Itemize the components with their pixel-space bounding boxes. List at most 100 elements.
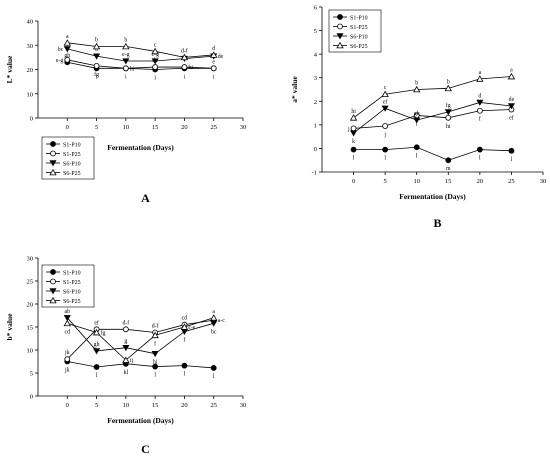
legend-label: S6-P25 xyxy=(350,44,368,50)
significance-label: b xyxy=(95,37,98,43)
series-s1-p10: l l l m l l xyxy=(350,144,515,172)
series-s6-p10: ab gh g hi f bc xyxy=(63,309,218,366)
significance-label: b xyxy=(447,79,450,85)
data-point xyxy=(122,356,130,363)
data-point xyxy=(476,99,484,106)
legend-marker xyxy=(337,23,343,30)
significance-label: cd xyxy=(65,329,71,335)
data-point xyxy=(93,53,101,60)
data-point xyxy=(508,147,515,154)
significance-label: hi xyxy=(130,66,135,72)
significance-label: l xyxy=(353,156,355,162)
y-tick-label: 20 xyxy=(27,67,34,74)
x-tick-label: 15 xyxy=(152,402,159,409)
series-s6-p25: a b b c d-f d xyxy=(63,34,218,61)
data-point xyxy=(350,146,357,153)
significance-label: g xyxy=(124,339,127,345)
significance-label: d xyxy=(478,93,481,99)
significance-label: gh xyxy=(64,53,70,59)
significance-label: i xyxy=(125,74,127,80)
y-tick-label: 5 xyxy=(30,371,33,378)
data-point xyxy=(210,320,218,327)
legend-marker xyxy=(337,14,343,20)
legend: S1-P10 S1-P25 S6-P10 S6-P25 xyxy=(328,9,382,53)
panel-label: B xyxy=(433,216,441,230)
data-point xyxy=(350,130,358,137)
panel-label: C xyxy=(141,442,150,456)
data-point xyxy=(152,64,159,70)
data-point xyxy=(507,103,515,110)
data-point xyxy=(476,146,483,153)
data-point xyxy=(180,323,189,330)
data-point xyxy=(122,65,129,72)
data-point xyxy=(413,144,420,151)
significance-label: hi xyxy=(446,124,451,130)
data-point xyxy=(350,125,357,132)
data-point xyxy=(152,363,159,370)
data-point xyxy=(122,58,130,65)
legend-marker xyxy=(50,278,56,285)
x-tick-label: 15 xyxy=(445,178,452,185)
legend-marker xyxy=(49,288,57,295)
data-point xyxy=(349,114,358,121)
x-axis-title: Fermentation (Days) xyxy=(107,143,174,152)
data-point xyxy=(92,42,101,50)
series-line xyxy=(67,59,214,69)
significance-label: i xyxy=(213,74,215,80)
data-point xyxy=(210,51,218,58)
legend-label: S6-P25 xyxy=(63,171,81,177)
x-tick-label: 0 xyxy=(352,178,355,185)
legend-label: S1-P10 xyxy=(350,16,368,22)
series-s1-p25: j j i hi f ef xyxy=(347,106,515,138)
significance-label: f xyxy=(183,337,185,344)
significance-label: b xyxy=(415,81,418,87)
significance-label: d-f xyxy=(181,47,188,54)
legend-marker xyxy=(49,296,57,304)
data-point xyxy=(93,62,100,69)
significance-label: i xyxy=(416,121,418,127)
data-point xyxy=(122,42,130,50)
panel-label: A xyxy=(141,191,150,205)
legend-label: S1-P10 xyxy=(63,143,81,149)
significance-label: hi xyxy=(153,360,158,366)
legend-label: S1-P25 xyxy=(350,25,368,31)
x-tick-label: 20 xyxy=(181,402,188,409)
significance-label: jk xyxy=(64,368,70,374)
data-point xyxy=(181,64,188,70)
series-s6-p25: hi c b b a a xyxy=(349,68,516,121)
data-point xyxy=(151,47,159,55)
data-point xyxy=(92,328,101,336)
data-point xyxy=(64,356,71,363)
x-tick-label: 10 xyxy=(123,402,130,409)
significance-label: l xyxy=(184,372,186,378)
significance-label: hi xyxy=(351,109,356,115)
data-point xyxy=(63,319,71,327)
legend-label: S6-P25 xyxy=(63,299,81,305)
chart-panel-b: -1 0 1 2 3 4 5 6 0 5 10 15 20 25 30 Fermentation (Days)… xyxy=(290,5,546,231)
legend-marker xyxy=(336,41,344,49)
data-point xyxy=(507,72,516,80)
significance-label: jk xyxy=(64,350,70,356)
y-tick-label: 2 xyxy=(314,99,317,106)
legend-label: S6-P10 xyxy=(63,162,81,168)
data-point xyxy=(476,75,484,82)
series-line xyxy=(67,317,214,361)
significance-label: a xyxy=(212,309,215,315)
significance-label: d xyxy=(95,47,98,53)
x-tick-label: 25 xyxy=(210,402,217,409)
data-point xyxy=(63,46,71,53)
significance-label: f xyxy=(154,340,156,347)
x-tick-label: 30 xyxy=(240,402,247,409)
significance-label: c xyxy=(384,85,387,91)
y-tick-label: 0 xyxy=(314,146,317,153)
x-tick-label: 25 xyxy=(210,124,217,131)
x-tick-label: 30 xyxy=(540,178,547,185)
significance-label: m xyxy=(446,166,451,172)
significance-label: bc xyxy=(58,47,64,53)
data-point xyxy=(181,362,188,369)
y-tick-label: 25 xyxy=(27,279,34,286)
y-tick-label: 10 xyxy=(27,91,34,98)
significance-label: l xyxy=(213,374,215,380)
legend: S1-P10 S1-P25 S6-P10 S6-P25 xyxy=(41,264,95,308)
data-point xyxy=(210,314,218,321)
